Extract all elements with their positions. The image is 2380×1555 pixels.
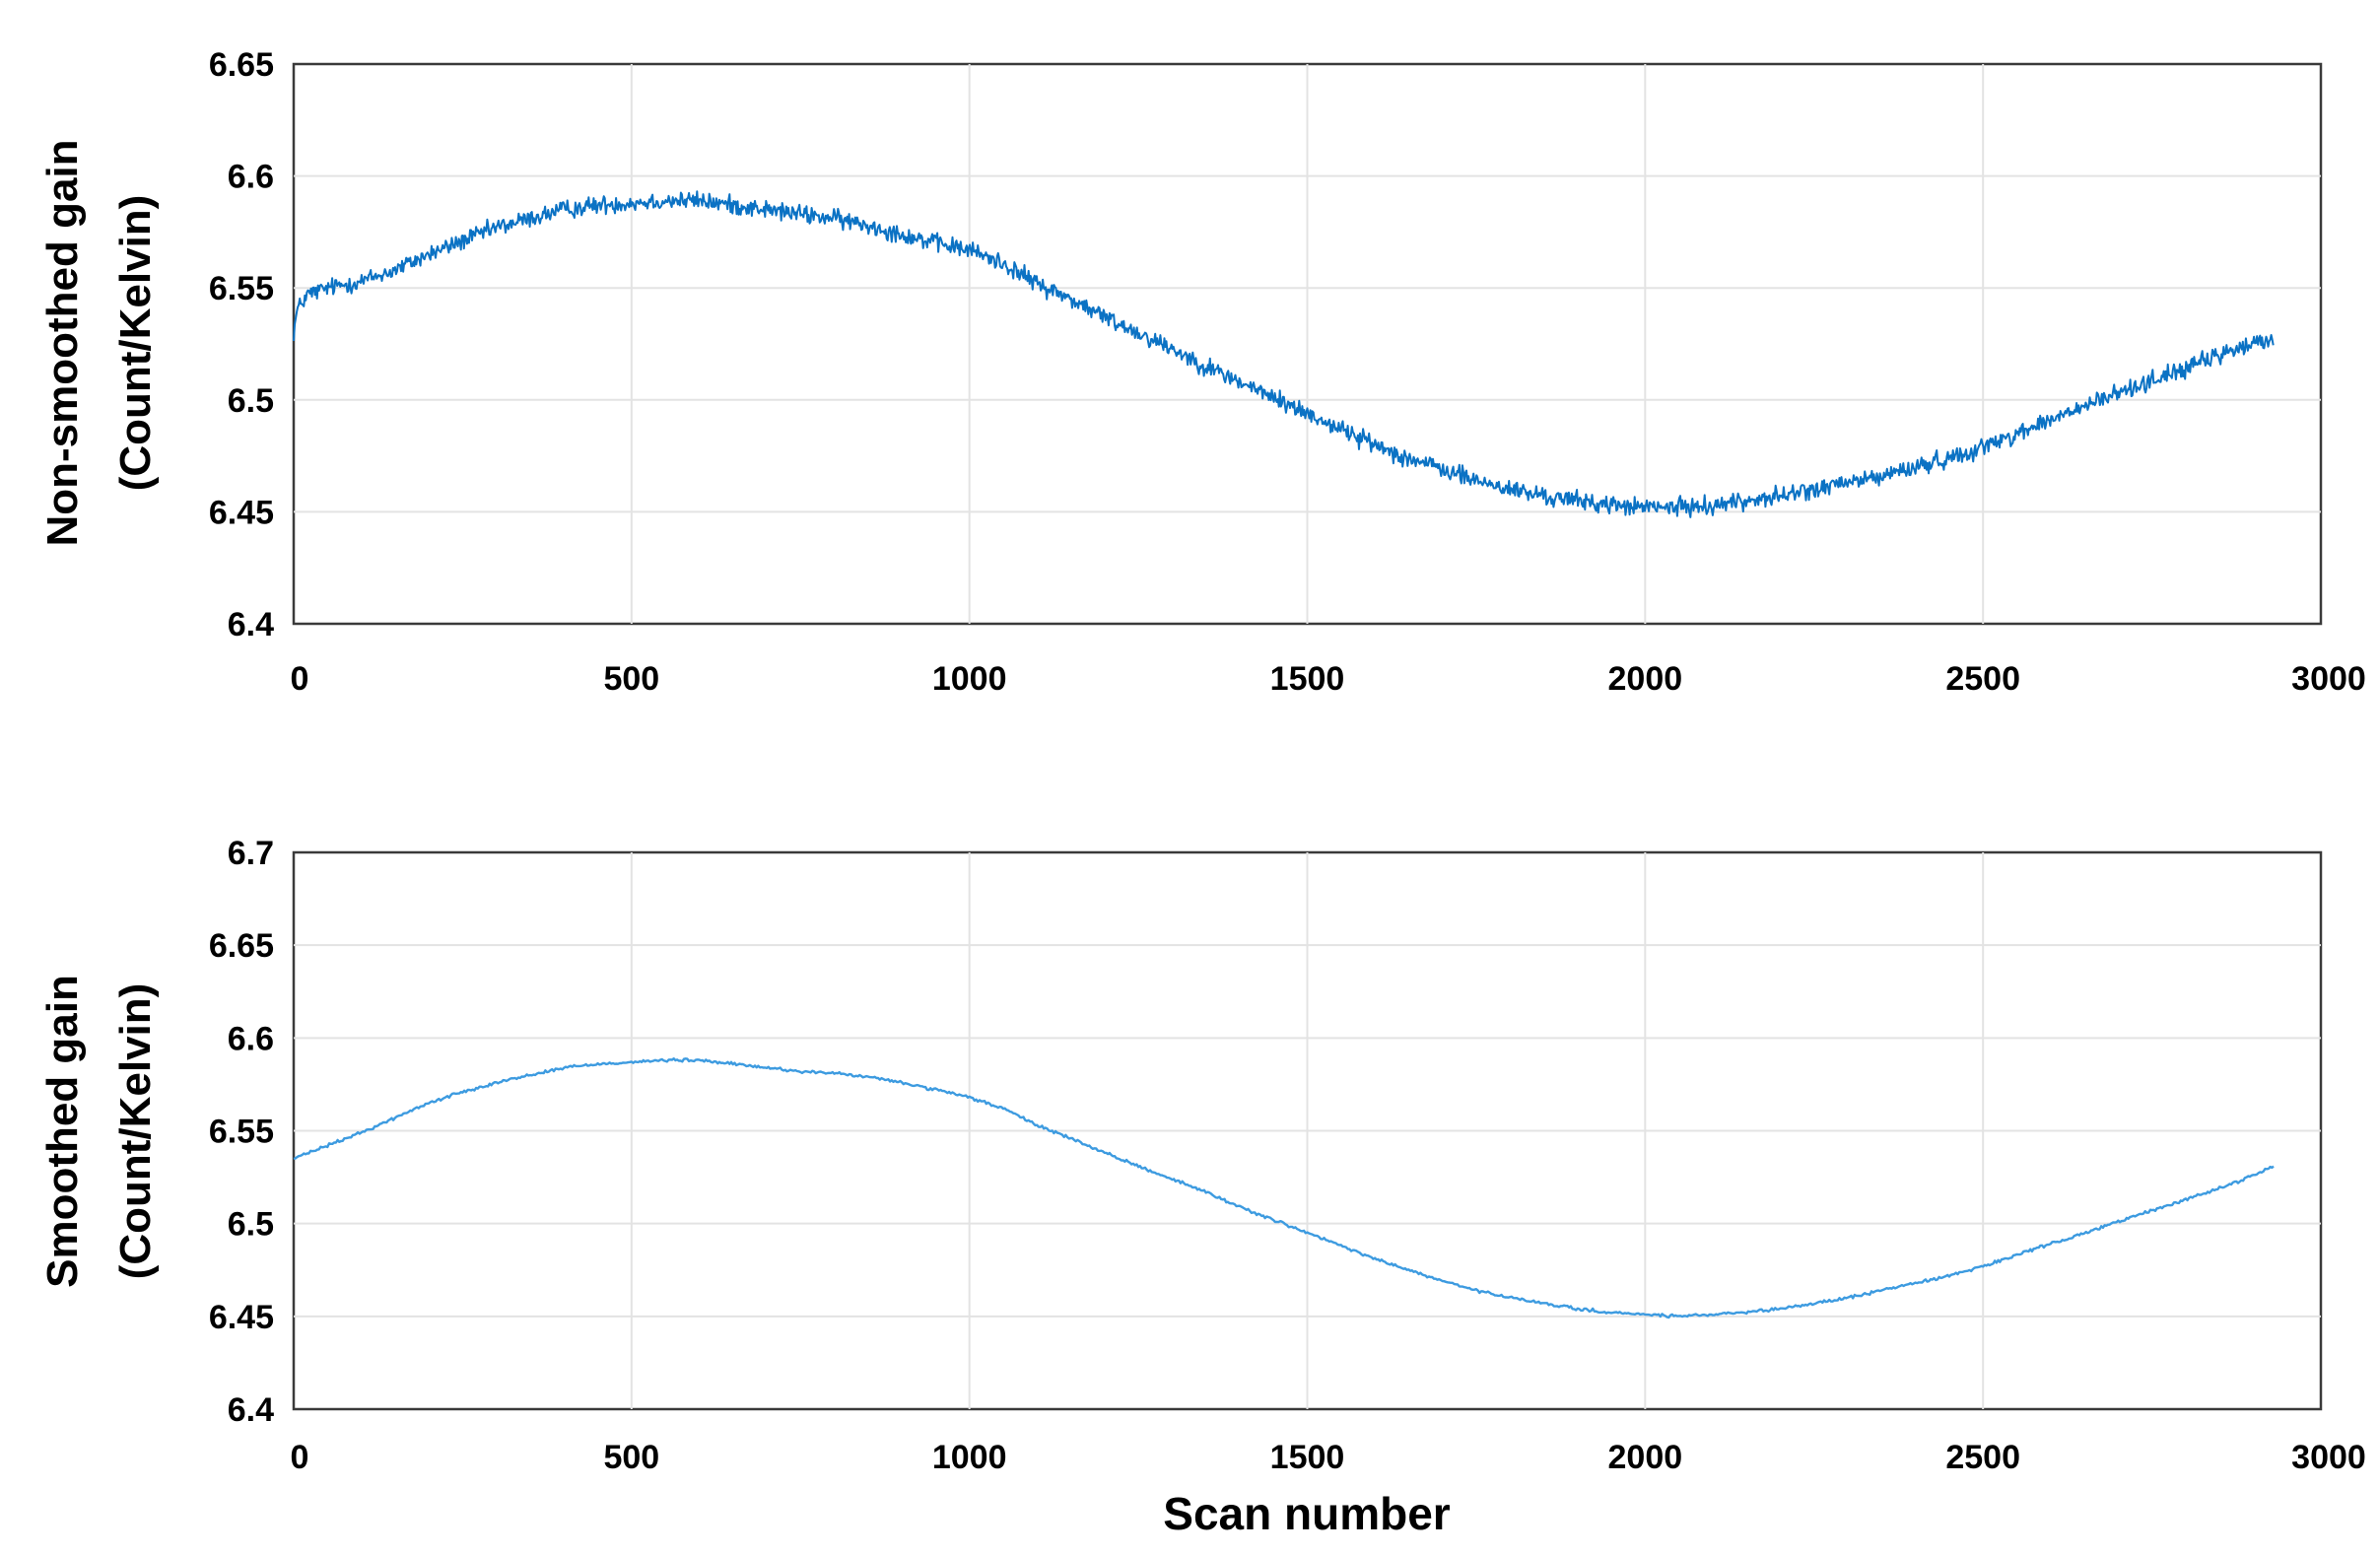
bottom-chart-y-tick-label: 6.7 bbox=[228, 835, 274, 872]
top-chart-y-axis-title-line: Non-smoothed gain bbox=[38, 139, 87, 546]
bottom-chart-gridlines bbox=[294, 852, 2321, 1409]
bottom-chart-x-tick-label: 500 bbox=[603, 1439, 659, 1476]
bottom-chart-panel: 6.4 6.45 6.5 6.55 6.6 6.65 6.7 0 500 1000 1500 200… bbox=[38, 835, 2366, 1539]
top-chart-series bbox=[293, 190, 2275, 518]
top-chart-y-axis-title: Non-smoothed gain (Count/Kelvin) bbox=[38, 139, 160, 546]
top-chart-y-ticks: 6.4 6.45 6.5 6.55 6.6 6.65 bbox=[209, 46, 274, 643]
bottom-chart-y-tick-label: 6.6 bbox=[228, 1020, 274, 1057]
top-chart-x-tick-label: 2500 bbox=[1945, 660, 2020, 698]
bottom-chart-y-tick-label: 6.5 bbox=[228, 1206, 274, 1244]
top-chart-y-tick-label: 6.6 bbox=[228, 159, 274, 196]
top-chart-x-tick-label: 0 bbox=[291, 660, 309, 698]
top-chart-x-ticks: 0 500 1000 1500 2000 2500 3000 bbox=[291, 660, 2366, 698]
top-chart-x-tick-label: 3000 bbox=[2291, 660, 2366, 698]
bottom-chart-y-tick-label: 6.45 bbox=[209, 1299, 274, 1336]
bottom-chart-series-line bbox=[293, 1057, 2275, 1319]
bottom-chart-y-tick-label: 6.55 bbox=[209, 1114, 274, 1151]
bottom-chart-x-tick-label: 2000 bbox=[1608, 1439, 1683, 1476]
top-chart-panel: 6.4 6.45 6.5 6.55 6.6 6.65 0 500 1000 1500 2000 25… bbox=[38, 46, 2366, 698]
top-chart-y-tick-label: 6.55 bbox=[209, 270, 274, 307]
bottom-chart-y-ticks: 6.4 6.45 6.5 6.55 6.6 6.65 6.7 bbox=[209, 835, 274, 1429]
bottom-chart-y-tick-label: 6.4 bbox=[228, 1391, 274, 1429]
top-chart-x-tick-label: 1000 bbox=[932, 660, 1007, 698]
top-chart-gridlines bbox=[294, 64, 2321, 624]
bottom-chart-y-axis-title-line: (Count/Kelvin) bbox=[111, 983, 160, 1280]
bottom-chart-x-tick-label: 1500 bbox=[1270, 1439, 1345, 1476]
bottom-chart-x-tick-label: 2500 bbox=[1945, 1439, 2020, 1476]
top-chart-x-tick-label: 2000 bbox=[1608, 660, 1683, 698]
bottom-chart-x-tick-label: 0 bbox=[291, 1439, 309, 1476]
bottom-chart-x-tick-label: 1000 bbox=[932, 1439, 1007, 1476]
top-chart-series-line bbox=[293, 190, 2275, 518]
bottom-chart-y-tick-label: 6.65 bbox=[209, 927, 274, 965]
bottom-chart-y-axis-title-line: Smoothed gain bbox=[38, 975, 87, 1288]
bottom-chart-x-tick-label: 3000 bbox=[2291, 1439, 2366, 1476]
top-chart-x-tick-label: 500 bbox=[603, 660, 659, 698]
top-chart-y-tick-label: 6.45 bbox=[209, 494, 274, 531]
x-axis-title: Scan number bbox=[1163, 1488, 1451, 1539]
top-chart-y-tick-label: 6.65 bbox=[209, 46, 274, 84]
top-chart-y-tick-label: 6.5 bbox=[228, 382, 274, 420]
top-chart-y-axis-title-line: (Count/Kelvin) bbox=[111, 195, 160, 492]
top-chart-x-tick-label: 1500 bbox=[1270, 660, 1345, 698]
top-chart-y-tick-label: 6.4 bbox=[228, 606, 274, 643]
bottom-chart-y-axis-title: Smoothed gain (Count/Kelvin) bbox=[38, 975, 160, 1288]
bottom-chart-x-ticks: 0 500 1000 1500 2000 2500 3000 bbox=[291, 1439, 2366, 1476]
bottom-chart-series bbox=[293, 1057, 2275, 1319]
